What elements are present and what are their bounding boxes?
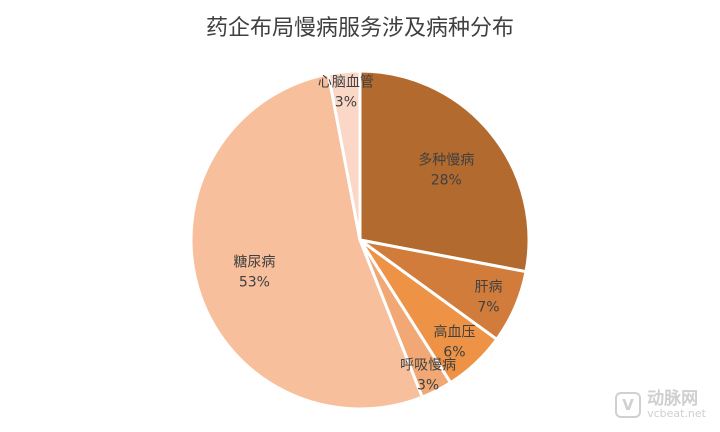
pie-slice-6 <box>326 69 362 242</box>
slice-percent-label: 7% <box>477 300 499 316</box>
pie-slice-1 <box>358 69 531 274</box>
slice-category-label: 糖尿病 <box>233 255 275 271</box>
slice-category-label: 心脑血管 <box>318 75 374 91</box>
slice-percent-label: 3% <box>417 378 439 394</box>
slice-category-label: 肝病 <box>475 280 503 296</box>
pie-slice-5 <box>189 72 424 411</box>
watermark: V 动脉网 vcbeat.net <box>615 388 706 421</box>
slice-category-label: 多种慢病 <box>418 152 474 169</box>
slice-percent-label: 6% <box>443 345 465 361</box>
slice-percent-label: 53% <box>239 275 270 291</box>
slice-category-label: 高血压 <box>434 324 476 341</box>
chart-title: 药企布局慢病服务涉及病种分布 <box>205 16 514 41</box>
slice-category-label: 呼吸慢病 <box>400 357 456 374</box>
watermark-name: 动脉网 <box>647 388 699 409</box>
slice-percent-label: 28% <box>431 173 462 189</box>
watermark-url: vcbeat.net <box>647 407 706 421</box>
slice-percent-label: 3% <box>335 95 357 111</box>
vcbeat-logo-icon: V <box>615 392 642 419</box>
